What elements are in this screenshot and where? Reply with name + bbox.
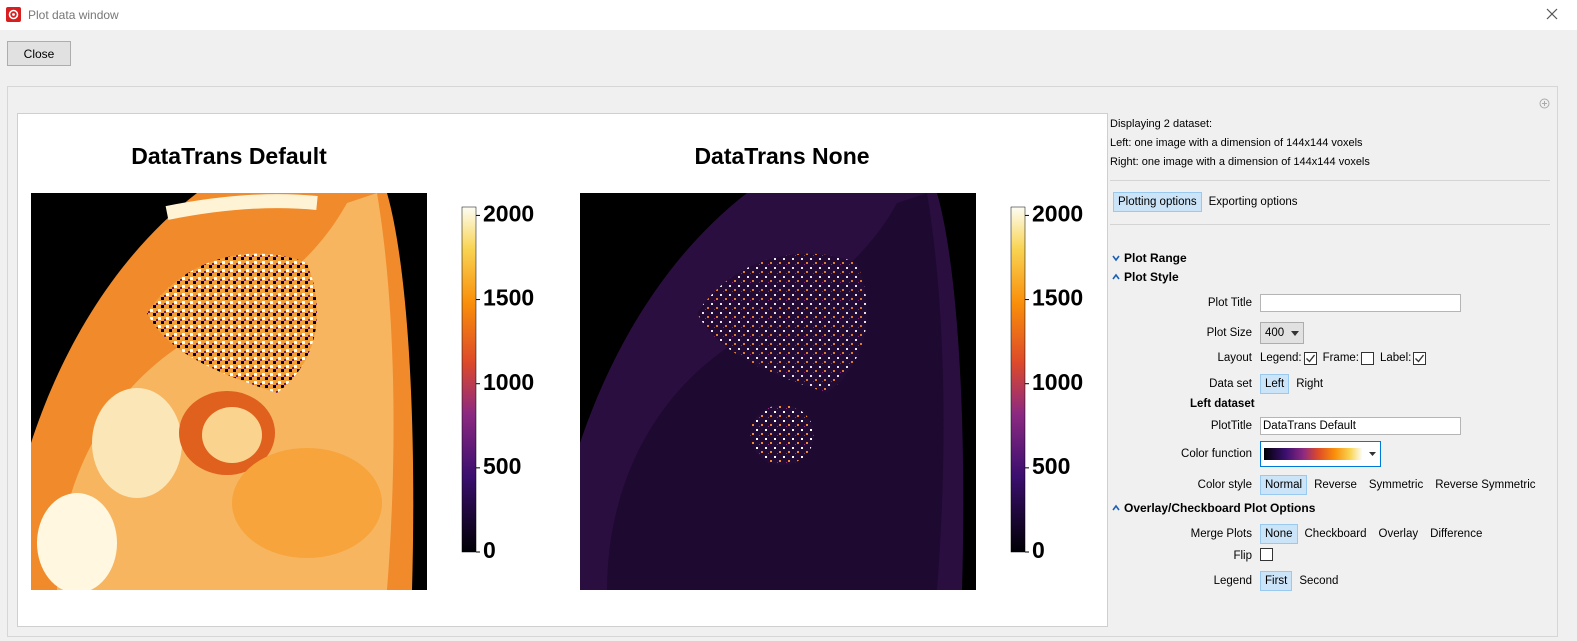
layout-row: Layout Legend: Frame: Label: <box>1112 347 1432 369</box>
field-label: Flip <box>1233 550 1252 562</box>
info-text: Displaying 2 dataset: <box>1110 118 1213 130</box>
field-label: Color function <box>1181 448 1252 460</box>
image-right <box>580 193 976 590</box>
plot-area: DataTrans Default 0 500 1000 1500 2000 DataTra… <box>17 113 1108 627</box>
expand-icon[interactable] <box>1539 98 1550 109</box>
option[interactable]: Normal <box>1260 475 1308 495</box>
option[interactable]: Second <box>1299 575 1339 587</box>
option[interactable]: Plotting options <box>1113 192 1202 212</box>
option[interactable]: Overlay <box>1378 528 1419 540</box>
colorbar <box>1010 206 1026 553</box>
field-label: Merge Plots <box>1190 528 1252 540</box>
section-heading: Plot Style <box>1124 270 1179 284</box>
plot-title: DataTrans Default <box>131 143 327 169</box>
section-plot-style[interactable]: Plot Style <box>1112 270 1179 284</box>
option[interactable]: Difference <box>1430 528 1483 540</box>
option[interactable]: Reverse <box>1314 479 1357 491</box>
app-icon <box>6 7 21 22</box>
color-style-row: Color style Normal Reverse Symmetric Reverse… <box>1112 474 1543 496</box>
field-label: Legend <box>1213 575 1252 587</box>
window-title: Plot data window <box>28 8 119 22</box>
merge-plots-row: Merge Plots None Checkboard Overlay Differen… <box>1112 523 1489 545</box>
field-label: Layout <box>1217 352 1252 364</box>
field-label: Plot Size <box>1206 327 1252 339</box>
colorbar-tick-label: 2000 <box>1032 200 1083 226</box>
separator <box>1110 224 1550 225</box>
field-label: Data set <box>1209 378 1252 390</box>
section-plot-range[interactable]: Plot Range <box>1112 251 1187 265</box>
separator <box>1110 180 1550 181</box>
chevron <box>1112 255 1120 262</box>
legend-row: Legend First Second <box>1112 570 1345 592</box>
window-close[interactable] <box>1546 8 1558 20</box>
colorbar-tick-label: 500 <box>483 453 521 479</box>
info-text: Left: one image with a dimension of 144x… <box>1110 137 1363 149</box>
checkbox-item[interactable]: Label: <box>1380 351 1427 365</box>
flip-row: Flip <box>1112 545 1273 567</box>
section-heading: Overlay/Checkboard Plot Options <box>1124 501 1316 515</box>
data-set-row: Data set Left Right <box>1112 373 1330 395</box>
info-text: Right: one image with a dimension of 144… <box>1110 156 1370 168</box>
option[interactable]: Exporting options <box>1208 196 1298 208</box>
dropdown-value: 400 <box>1265 327 1285 339</box>
dropdown[interactable]: 400 <box>1260 322 1304 344</box>
checkbox[interactable] <box>1413 351 1427 365</box>
colorbar <box>461 206 477 553</box>
dropdown-arrow <box>1291 330 1299 336</box>
color-function-row: Color function <box>1112 441 1381 467</box>
colorbar-tick-label: 1500 <box>1032 285 1083 311</box>
section-overlay[interactable]: Overlay/Checkboard Plot Options <box>1112 501 1315 515</box>
option[interactable]: Left <box>1260 374 1290 394</box>
chevron <box>1112 273 1120 280</box>
colormap-dropdown[interactable] <box>1260 441 1381 467</box>
plot-title: DataTrans None <box>694 143 869 169</box>
plot-title-row: Plot Title <box>1112 292 1461 314</box>
field-label: PlotTitle <box>1210 420 1252 432</box>
field-label: Color style <box>1197 479 1252 491</box>
checkbox-item[interactable]: Frame: <box>1322 351 1374 365</box>
tabs: Plotting options Exporting options <box>1113 191 1305 213</box>
colorbar-tick-label: 500 <box>1032 453 1070 479</box>
image-left <box>31 193 427 590</box>
section-heading: Plot Range <box>1124 251 1187 265</box>
checkbox-label: Legend: <box>1260 352 1302 364</box>
option[interactable]: Right <box>1296 378 1324 390</box>
option[interactable]: Checkboard <box>1304 528 1367 540</box>
colorbar-tick-label: 2000 <box>483 200 534 226</box>
text-input[interactable]: DataTrans Default <box>1260 417 1461 435</box>
colorbar-tick-label: 1000 <box>1032 369 1083 395</box>
checkbox-item[interactable]: Legend: <box>1260 351 1317 365</box>
dataset-title-row: PlotTitle DataTrans Default <box>1112 415 1461 437</box>
colorbar-tick-label: 0 <box>483 537 496 563</box>
title-bar <box>0 0 1577 30</box>
colorbar-tick-label: 0 <box>1032 537 1045 563</box>
chevron <box>1112 504 1120 511</box>
option[interactable]: Symmetric <box>1368 479 1424 491</box>
text-input[interactable] <box>1260 294 1461 312</box>
checkbox[interactable] <box>1260 548 1273 561</box>
field-label: Plot Title <box>1207 297 1252 309</box>
close-button[interactable]: Close <box>7 41 71 66</box>
option[interactable]: First <box>1260 571 1293 591</box>
checkbox[interactable] <box>1303 351 1317 365</box>
colorbar-tick-label: 1500 <box>483 285 534 311</box>
option[interactable]: Reverse Symmetric <box>1435 479 1536 491</box>
colorbar-tick-label: 1000 <box>483 369 534 395</box>
dataset-heading: Left dataset <box>1190 398 1255 410</box>
plot-size-row: Plot Size 400 <box>1112 321 1304 345</box>
checkbox-label: Label: <box>1380 352 1412 364</box>
option[interactable]: None <box>1260 524 1298 544</box>
checkbox-label: Frame: <box>1322 352 1359 364</box>
checkbox[interactable] <box>1361 351 1374 365</box>
